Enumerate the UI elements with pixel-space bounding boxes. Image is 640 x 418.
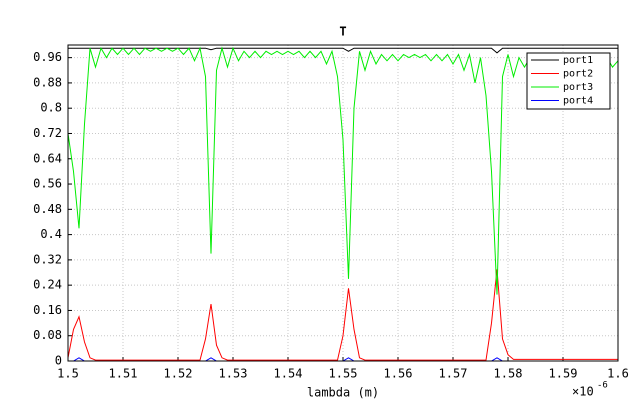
y-tick-label: 0.16 [33,303,62,317]
series-line [67,269,618,361]
x-tick-label: 1.55 [329,367,358,381]
x-tick-label: 1.56 [384,367,413,381]
y-tick-label: 0.72 [33,126,62,140]
y-tick-label: 0.64 [33,151,62,165]
y-tick-label: 0.08 [33,328,62,342]
x-tick-label: 1.52 [164,367,193,381]
y-tick-label: 0.96 [33,50,62,64]
y-tick-label: 0 [55,354,62,368]
y-tick-label: 0.88 [33,75,62,89]
x-tick-label: 1.53 [219,367,248,381]
plot-frame [67,44,619,362]
chart-title: T [339,25,346,39]
x-axis-label: lambda (m) [307,386,379,400]
x-tick-label: 1.58 [494,367,523,381]
legend-box [526,52,611,110]
x-tick-label: 1.6 [607,367,629,381]
x-tick-label: 1.57 [439,367,468,381]
y-tick-label: 0.48 [33,202,62,216]
legend-label: port2 [563,69,593,80]
y-tick-label: 0.4 [40,227,62,241]
x-tick-label: 1.51 [109,367,138,381]
x-tick-label: 1.5 [57,367,79,381]
x-multiplier-exponent: -6 [597,381,608,391]
x-tick-label: 1.54 [274,367,303,381]
y-tick-label: 0.56 [33,177,62,191]
x-multiplier-base: ×10 [572,385,594,399]
series-line [68,47,618,54]
y-tick-label: 0.24 [33,278,62,292]
legend-label: port3 [563,82,593,93]
series-line [67,46,619,295]
y-tick-label: 0.32 [33,252,62,266]
legend-label: port4 [563,96,593,107]
y-tick-label: 0.8 [40,101,62,115]
legend-label: port1 [563,55,593,66]
x-tick-label: 1.59 [549,367,578,381]
